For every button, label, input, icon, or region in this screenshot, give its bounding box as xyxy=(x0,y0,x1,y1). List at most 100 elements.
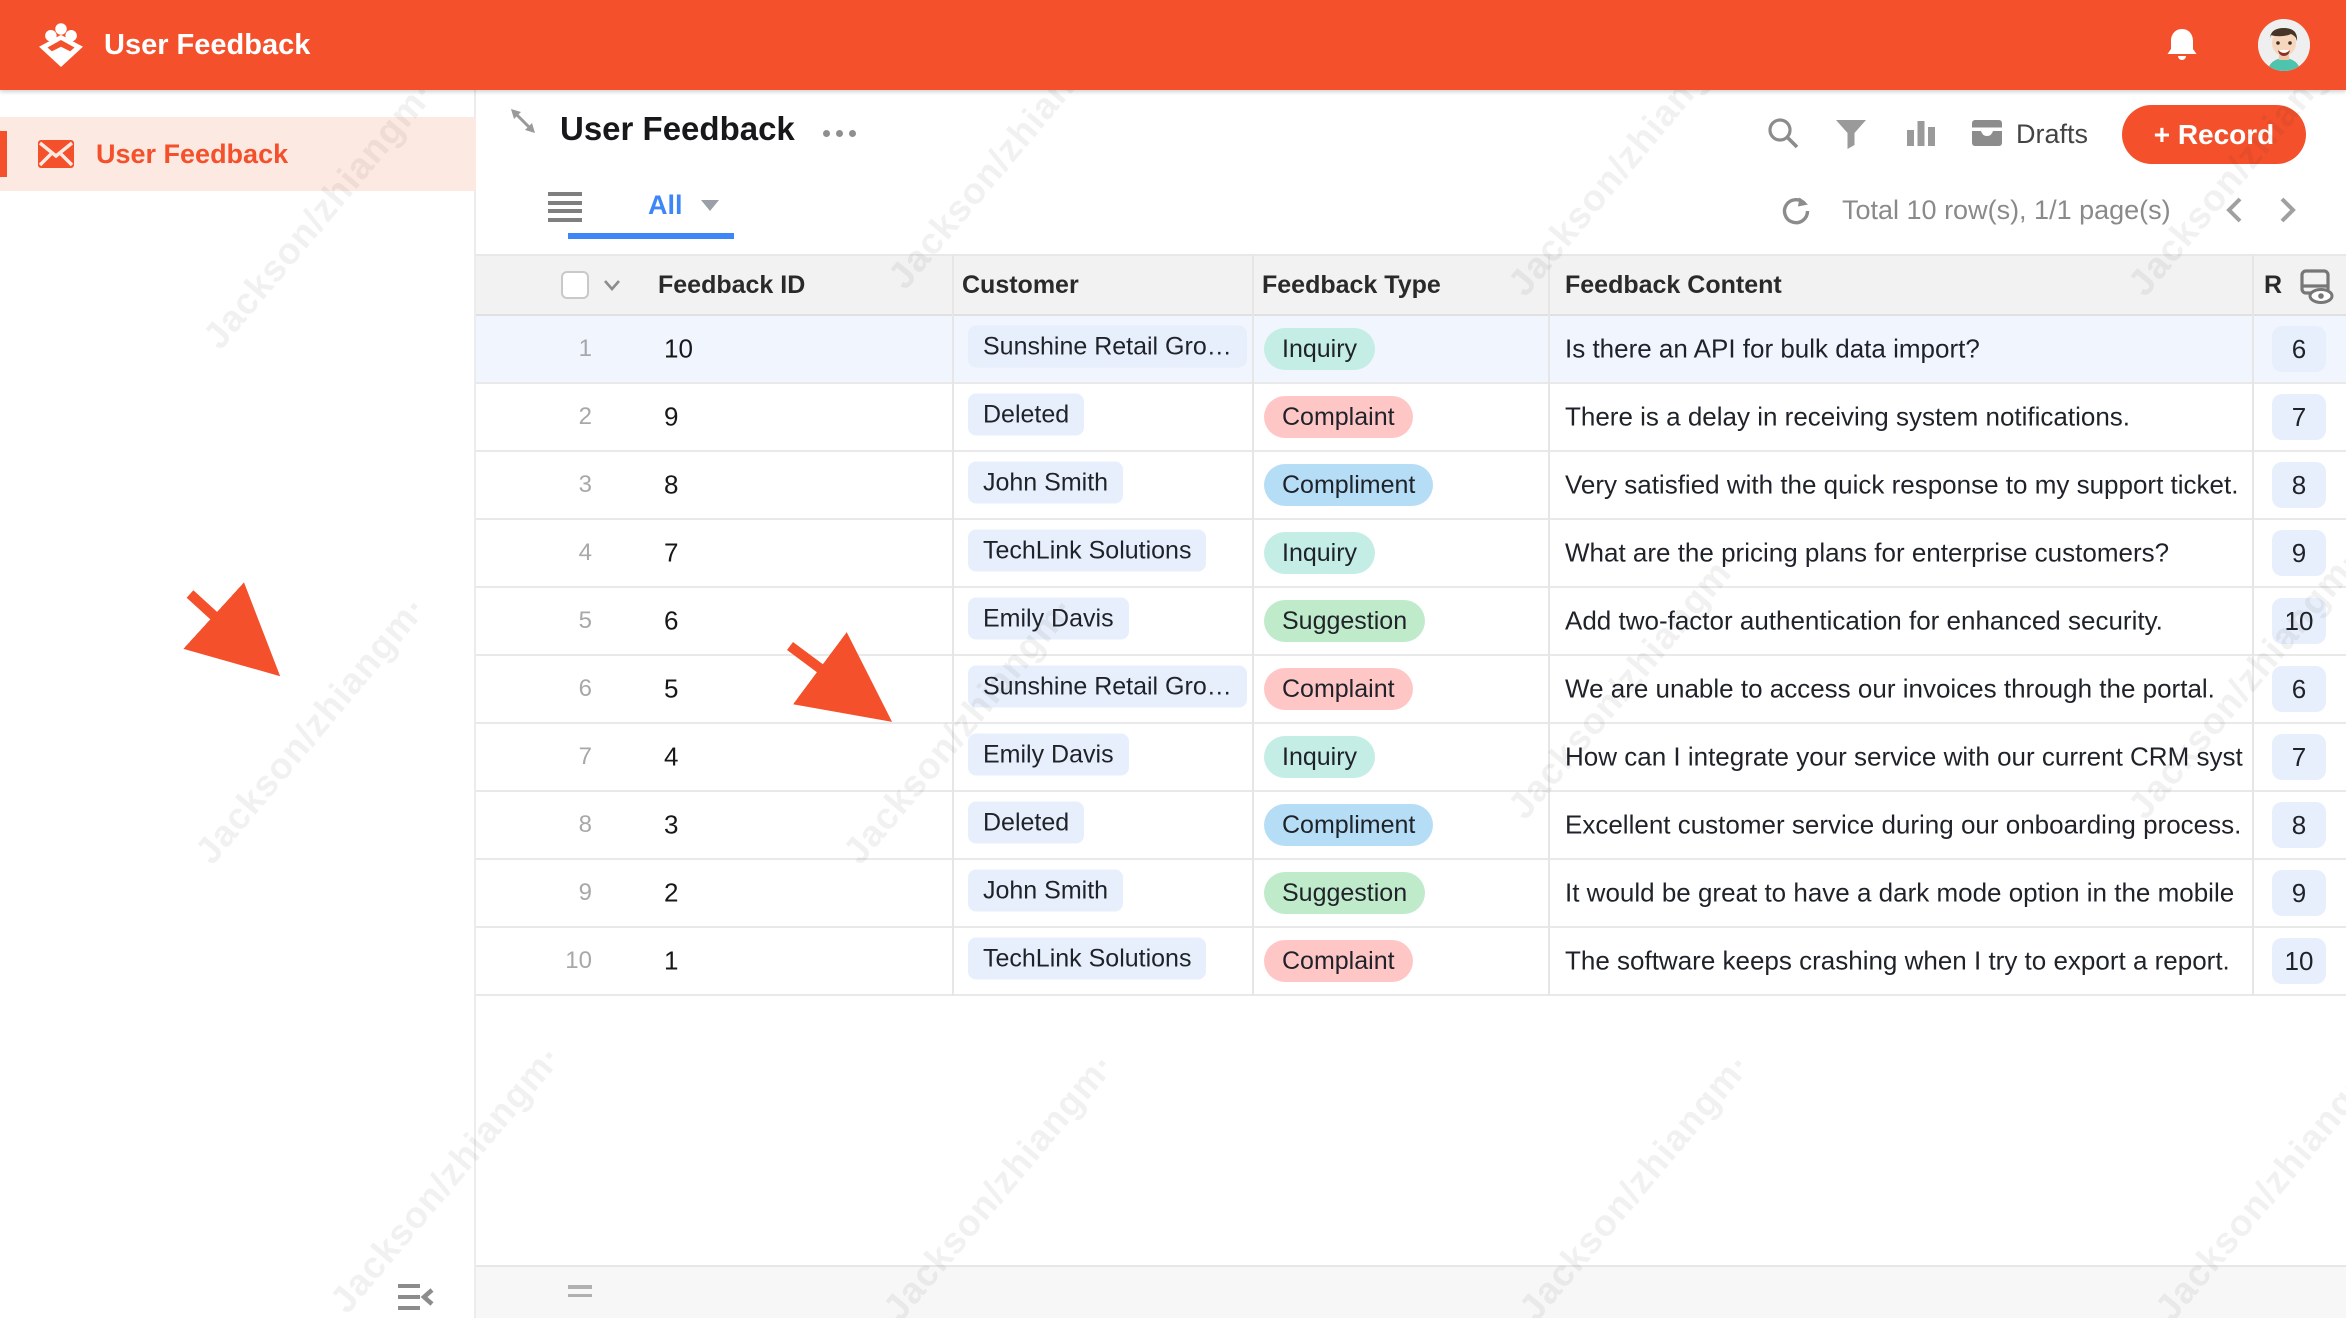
cell-feedback-id[interactable]: 9 xyxy=(664,401,679,432)
tab-all[interactable]: All xyxy=(626,183,736,227)
app-logo-icon xyxy=(39,23,83,67)
rating-pill[interactable]: 10 xyxy=(2272,598,2326,644)
customer-pill[interactable]: Emily Davis xyxy=(968,597,1129,640)
search-icon[interactable] xyxy=(1764,114,1802,152)
row-number: 3 xyxy=(578,471,592,498)
filter-icon[interactable] xyxy=(1832,114,1870,152)
cell-feedback-id[interactable]: 5 xyxy=(664,673,679,704)
feedback-type-pill[interactable]: Inquiry xyxy=(1264,328,1376,370)
chevron-down-icon[interactable] xyxy=(602,277,622,293)
collapse-sidebar-icon[interactable] xyxy=(396,1282,434,1312)
summary-icon[interactable] xyxy=(568,1285,592,1297)
table-row[interactable]: 2 9 Deleted Complaint There is a delay i… xyxy=(476,384,2346,452)
feedback-type-pill[interactable]: Complaint xyxy=(1264,940,1413,982)
rating-pill[interactable]: 8 xyxy=(2272,462,2326,508)
drafts-icon[interactable] xyxy=(1968,114,2006,152)
rating-pill[interactable]: 7 xyxy=(2272,394,2326,440)
customer-pill[interactable]: TechLink Solutions xyxy=(968,529,1207,572)
rating-pill[interactable]: 6 xyxy=(2272,666,2326,712)
feedback-type-pill[interactable]: Compliment xyxy=(1264,804,1434,846)
customer-pill[interactable]: TechLink Solutions xyxy=(968,937,1207,980)
cell-feedback-content[interactable]: Is there an API for bulk data import? xyxy=(1565,333,1980,364)
refresh-icon[interactable] xyxy=(1779,194,1811,226)
rating-pill[interactable]: 7 xyxy=(2272,734,2326,780)
cell-feedback-content[interactable]: Very satisfied with the quick response t… xyxy=(1565,469,2239,500)
column-header-feedback-content[interactable]: Feedback Content xyxy=(1565,271,1782,299)
sidebar-item-user-feedback[interactable]: User Feedback xyxy=(0,117,476,191)
cell-feedback-id[interactable]: 2 xyxy=(664,877,679,908)
table-row[interactable]: 5 6 Emily Davis Suggestion Add two-facto… xyxy=(476,588,2346,656)
prev-page-icon[interactable] xyxy=(2223,196,2247,224)
table-row[interactable]: 1 10 Sunshine Retail Gro… Inquiry Is the… xyxy=(476,316,2346,384)
sidebar-item-label: User Feedback xyxy=(96,138,289,169)
feedback-type-pill[interactable]: Inquiry xyxy=(1264,736,1376,778)
table-row[interactable]: 3 8 John Smith Compliment Very satisfied… xyxy=(476,452,2346,520)
expand-icon[interactable] xyxy=(507,105,539,137)
cell-feedback-content[interactable]: We are unable to access our invoices thr… xyxy=(1565,673,2215,704)
feedback-type-pill[interactable]: Complaint xyxy=(1264,668,1413,710)
feedback-type-pill[interactable]: Inquiry xyxy=(1264,532,1376,574)
user-avatar[interactable] xyxy=(2258,19,2310,71)
active-tab-underline xyxy=(568,233,734,239)
customer-pill[interactable]: John Smith xyxy=(968,461,1124,504)
drafts-label[interactable]: Drafts xyxy=(2016,119,2089,149)
cell-feedback-content[interactable]: How can I integrate your service with ou… xyxy=(1565,741,2243,772)
column-header-rating-truncated[interactable]: R xyxy=(2264,271,2283,299)
cell-feedback-content[interactable]: Add two-factor authentication for enhanc… xyxy=(1565,605,2163,636)
cell-feedback-content[interactable]: Excellent customer service during our on… xyxy=(1565,809,2242,840)
rating-pill[interactable]: 9 xyxy=(2272,530,2326,576)
table-row[interactable]: 6 5 Sunshine Retail Gro… Complaint We ar… xyxy=(476,656,2346,724)
table-row[interactable]: 8 3 Deleted Compliment Excellent custome… xyxy=(476,792,2346,860)
top-bar: User Feedback xyxy=(0,0,2346,90)
page-title: User Feedback xyxy=(560,110,795,147)
rating-pill[interactable]: 10 xyxy=(2272,938,2326,984)
next-page-icon[interactable] xyxy=(2275,196,2299,224)
column-header-customer[interactable]: Customer xyxy=(962,271,1079,299)
row-number: 4 xyxy=(578,539,592,566)
cell-feedback-id[interactable]: 4 xyxy=(664,741,679,772)
customer-pill[interactable]: John Smith xyxy=(968,869,1124,912)
cell-feedback-id[interactable]: 6 xyxy=(664,605,679,636)
customer-pill[interactable]: Sunshine Retail Gro… xyxy=(968,325,1247,368)
more-options-icon[interactable] xyxy=(823,130,863,140)
notifications-bell-icon[interactable] xyxy=(2164,25,2200,65)
cell-feedback-content[interactable]: The software keeps crashing when I try t… xyxy=(1565,945,2230,976)
customer-pill[interactable]: Sunshine Retail Gro… xyxy=(968,665,1247,708)
cell-feedback-id[interactable]: 10 xyxy=(664,333,693,364)
customer-pill[interactable]: Deleted xyxy=(968,801,1085,844)
row-number: 6 xyxy=(578,675,592,702)
table-header: Feedback ID Customer Feedback Type Feedb… xyxy=(476,254,2346,316)
row-number: 5 xyxy=(578,607,592,634)
cell-feedback-id[interactable]: 3 xyxy=(664,809,679,840)
rating-pill[interactable]: 9 xyxy=(2272,870,2326,916)
cell-feedback-id[interactable]: 1 xyxy=(664,945,679,976)
column-header-feedback-id[interactable]: Feedback ID xyxy=(658,271,806,299)
cell-feedback-content[interactable]: There is a delay in receiving system not… xyxy=(1565,401,2131,432)
cell-feedback-id[interactable]: 7 xyxy=(664,537,679,568)
feedback-type-pill[interactable]: Suggestion xyxy=(1264,600,1426,642)
table-row[interactable]: 7 4 Emily Davis Inquiry How can I integr… xyxy=(476,724,2346,792)
active-indicator xyxy=(0,131,7,177)
feedback-type-pill[interactable]: Complaint xyxy=(1264,396,1413,438)
cell-feedback-id[interactable]: 8 xyxy=(664,469,679,500)
customer-pill[interactable]: Deleted xyxy=(968,393,1085,436)
chart-icon[interactable] xyxy=(1902,114,1940,152)
table-row[interactable]: 4 7 TechLink Solutions Inquiry What are … xyxy=(476,520,2346,588)
add-record-button[interactable]: + Record xyxy=(2122,105,2306,164)
feedback-type-pill[interactable]: Suggestion xyxy=(1264,872,1426,914)
select-all-checkbox[interactable] xyxy=(561,271,589,299)
cell-feedback-content[interactable]: It would be great to have a dark mode op… xyxy=(1565,877,2235,908)
rating-pill[interactable]: 8 xyxy=(2272,802,2326,848)
table-row[interactable]: 9 2 John Smith Suggestion It would be gr… xyxy=(476,860,2346,928)
cell-feedback-content[interactable]: What are the pricing plans for enterpris… xyxy=(1565,537,2170,568)
feedback-type-pill[interactable]: Compliment xyxy=(1264,464,1434,506)
field-visibility-icon[interactable] xyxy=(2296,266,2336,306)
tab-all-label: All xyxy=(648,189,683,220)
view-list-icon[interactable] xyxy=(548,192,582,222)
table-footer-bar xyxy=(476,1265,2346,1318)
column-header-feedback-type[interactable]: Feedback Type xyxy=(1262,271,1441,299)
table-row[interactable]: 10 1 TechLink Solutions Complaint The so… xyxy=(476,928,2346,996)
rating-pill[interactable]: 6 xyxy=(2272,326,2326,372)
customer-pill[interactable]: Emily Davis xyxy=(968,733,1129,776)
row-number: 7 xyxy=(578,743,592,770)
